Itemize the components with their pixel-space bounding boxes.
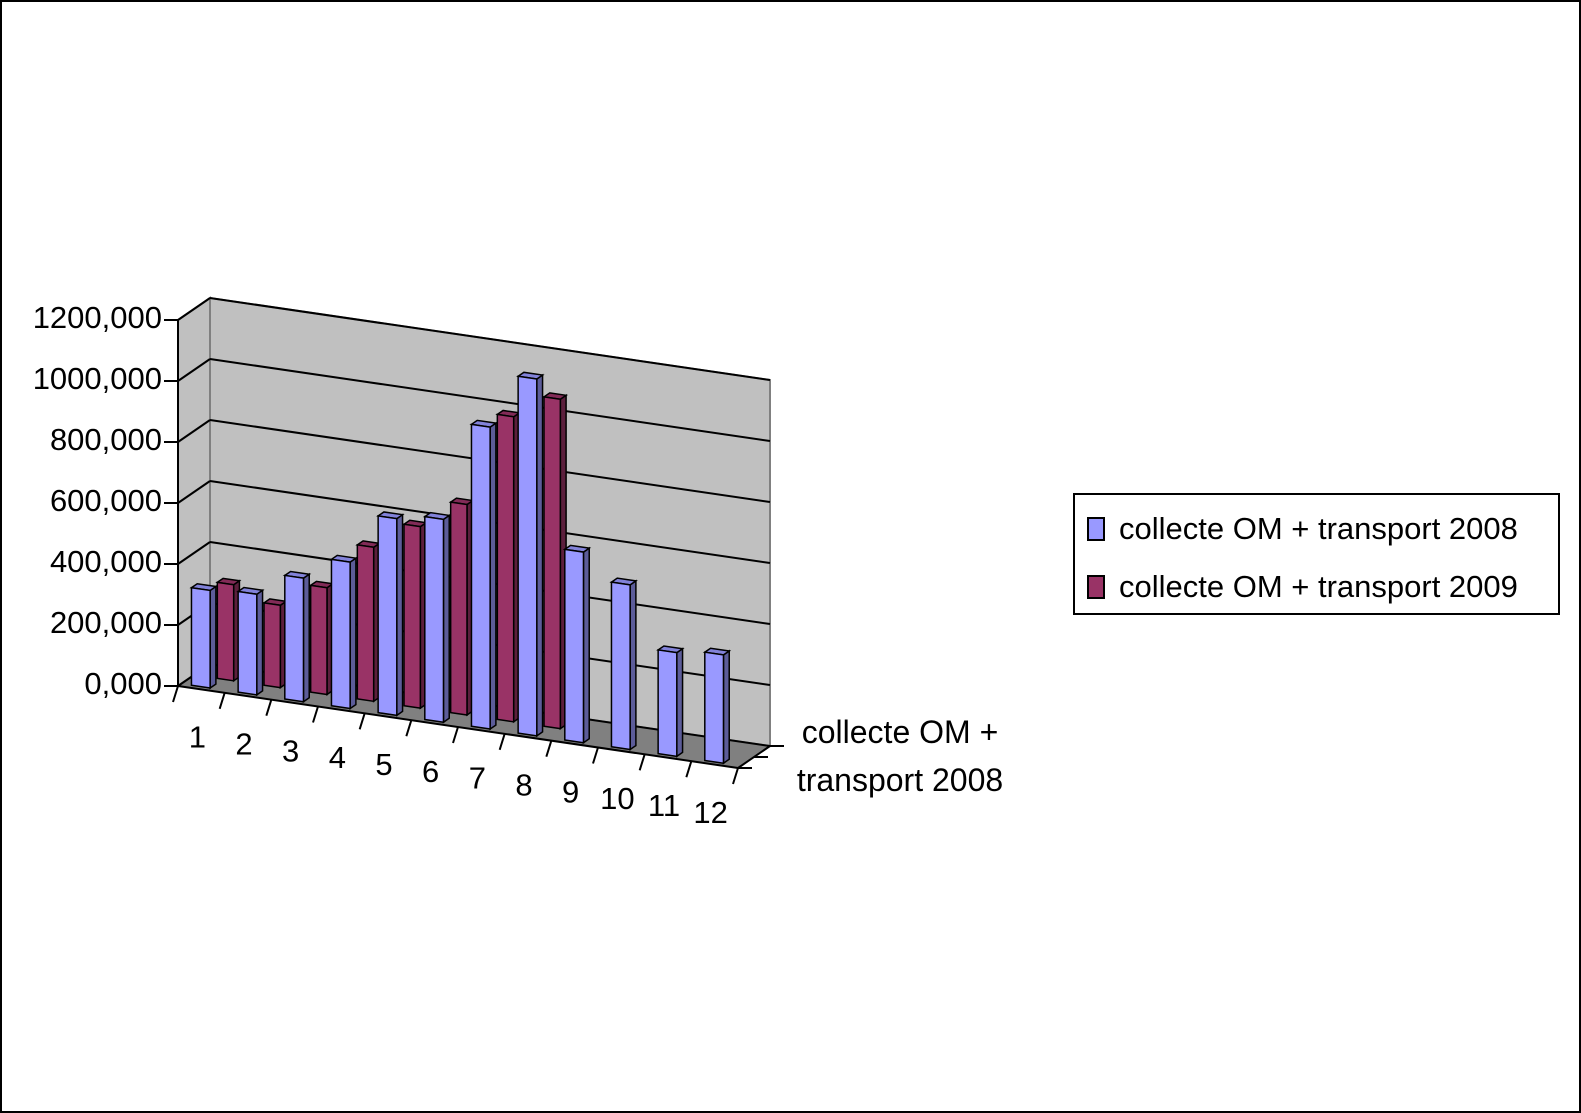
x-tick [732,767,739,785]
x-tick-label: 9 [562,774,579,809]
y-tick-label: 800,000 [50,422,162,457]
x-tick-label: 4 [329,740,346,775]
grid-line [177,419,211,443]
bar [704,651,725,765]
x-tick [592,747,599,764]
y-tick-label: 1200,000 [33,300,162,335]
bar [424,515,445,724]
bar [377,515,398,717]
legend-entry: collecte OM + transport 2008 [1087,509,1518,549]
y-tick-label: 400,000 [50,544,162,579]
grid-line [177,358,211,382]
grid-line [209,358,771,442]
x-tick [638,754,646,771]
legend-entry: collecte OM + transport 2009 [1087,567,1518,607]
bar-side [396,513,404,717]
bar [470,423,491,730]
x-tick [685,760,693,778]
bar [496,413,515,723]
bar [330,558,351,710]
grid-line [177,480,211,504]
bar [190,586,211,689]
grid-line [177,541,211,565]
x-tick-label: 8 [515,767,532,802]
grid-line [177,297,211,321]
x-tick [218,692,226,710]
x-tick [312,706,319,723]
x-tick-label: 12 [693,795,727,830]
bar [284,574,305,703]
bar-side [349,556,357,710]
bar [449,501,468,716]
x-tick-label: 1 [189,720,206,755]
legend-swatch [1087,517,1105,541]
bar [403,523,422,710]
y-tick-label: 600,000 [50,483,162,518]
y-tick-label: 0,000 [84,666,162,701]
x-tick-label: 11 [648,788,680,823]
bar-side [256,588,264,697]
bar [263,602,282,689]
x-tick-label: 5 [375,747,392,782]
legend-swatch [1087,575,1105,599]
x-tick [498,733,506,751]
bar-side [582,546,590,745]
y-tick-label: 200,000 [50,605,162,640]
x-tick-label: 10 [600,781,634,816]
bar [543,395,562,730]
x-tick [265,699,273,716]
bar [657,649,678,758]
y-tick-label: 1000,000 [33,361,162,396]
legend: collecte OM + transport 2008 collecte OM … [1073,493,1560,615]
bar [610,581,631,751]
depth-axis-label: collecte OM + transport 2008 [796,714,1004,798]
bar [309,584,328,696]
bar-side [489,421,497,731]
bar-side [442,513,450,724]
bar-side [209,585,217,690]
bar-side [676,647,684,758]
grid-line [209,297,771,381]
legend-label: collecte OM + transport 2008 [1119,511,1518,546]
bar-side [722,649,730,765]
bar-side [536,373,544,738]
bar-side [302,572,310,704]
x-tick [452,726,459,744]
bar [517,375,538,737]
x-tick [405,719,413,737]
bar-side [629,579,637,751]
x-tick [545,740,553,757]
x-tick-label: 7 [469,761,486,796]
bar [216,581,235,682]
bar [237,590,258,696]
x-tick-label: 3 [282,733,299,768]
legend-label: collecte OM + transport 2009 [1119,569,1518,604]
x-tick [172,685,179,703]
bar [356,544,375,703]
bar [564,548,585,744]
x-tick-label: 6 [422,754,439,789]
x-tick [358,713,366,730]
x-tick-label: 2 [235,726,252,761]
